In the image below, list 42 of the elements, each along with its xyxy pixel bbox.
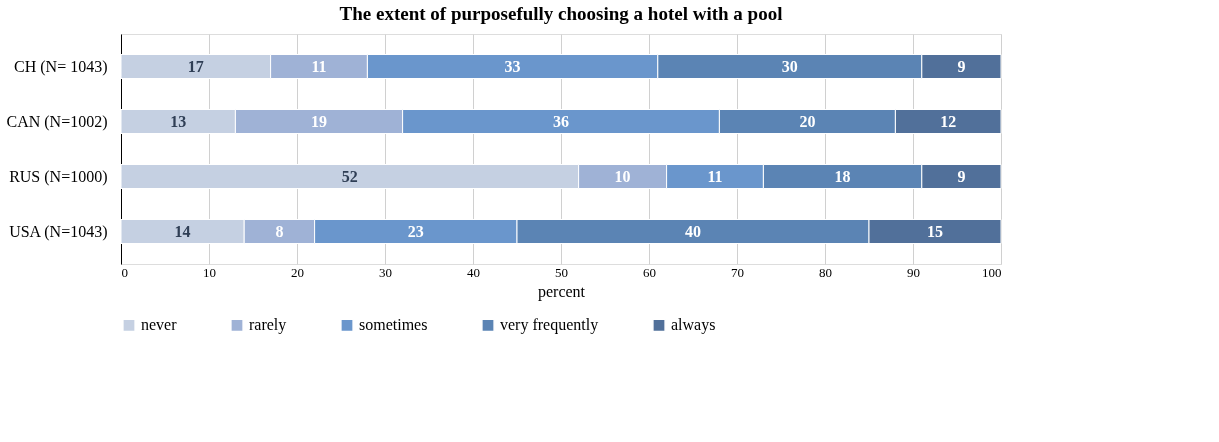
data-label: 33 bbox=[504, 57, 521, 75]
data-label: 12 bbox=[940, 112, 957, 130]
data-label: 19 bbox=[311, 112, 327, 130]
data-label: 14 bbox=[174, 222, 191, 240]
x-tick-label: 80 bbox=[819, 264, 832, 280]
chart-title: The extent of purposefully choosing a hotel with a pool bbox=[339, 3, 783, 24]
y-tick-label: CAN (N=1002) bbox=[6, 113, 108, 131]
data-label: 10 bbox=[614, 167, 631, 185]
data-label: 9 bbox=[957, 57, 966, 75]
x-axis-title: percent bbox=[537, 282, 586, 301]
x-tick-label: 40 bbox=[467, 264, 480, 280]
x-tick-label: 10 bbox=[203, 264, 216, 280]
data-label: 11 bbox=[707, 167, 723, 185]
data-label: 30 bbox=[781, 57, 798, 75]
data-label: 36 bbox=[553, 112, 569, 130]
x-tick-label: 90 bbox=[907, 264, 920, 280]
legend-label: always bbox=[671, 316, 716, 335]
x-tick-label: 30 bbox=[379, 264, 392, 280]
data-label: 13 bbox=[170, 112, 187, 130]
data-label: 17 bbox=[187, 57, 204, 75]
x-tick-label: 60 bbox=[643, 264, 656, 280]
data-label: 11 bbox=[311, 57, 327, 75]
x-tick-label: 0 bbox=[121, 264, 128, 280]
data-label: 40 bbox=[685, 222, 701, 240]
data-label: 18 bbox=[834, 167, 851, 185]
y-tick-label: CH (N= 1043) bbox=[14, 58, 108, 76]
x-tick-label: 100 bbox=[982, 264, 1002, 280]
x-tick-label: 20 bbox=[291, 264, 304, 280]
legend-label: sometimes bbox=[359, 316, 428, 334]
legend-label: never bbox=[141, 316, 178, 334]
x-tick-label: 50 bbox=[555, 264, 568, 280]
y-tick-label: RUS (N=1000) bbox=[9, 168, 108, 186]
data-label: 8 bbox=[275, 222, 284, 240]
x-tick-label: 70 bbox=[731, 264, 744, 280]
data-label: 52 bbox=[341, 167, 358, 185]
data-label: 23 bbox=[407, 222, 424, 240]
data-label: 20 bbox=[799, 112, 816, 130]
legend-label: rarely bbox=[249, 316, 287, 335]
data-label: 15 bbox=[927, 222, 943, 240]
y-tick-label: USA (N=1043) bbox=[9, 223, 108, 241]
data-label: 9 bbox=[957, 167, 966, 185]
legend-label: very frequently bbox=[500, 316, 599, 335]
